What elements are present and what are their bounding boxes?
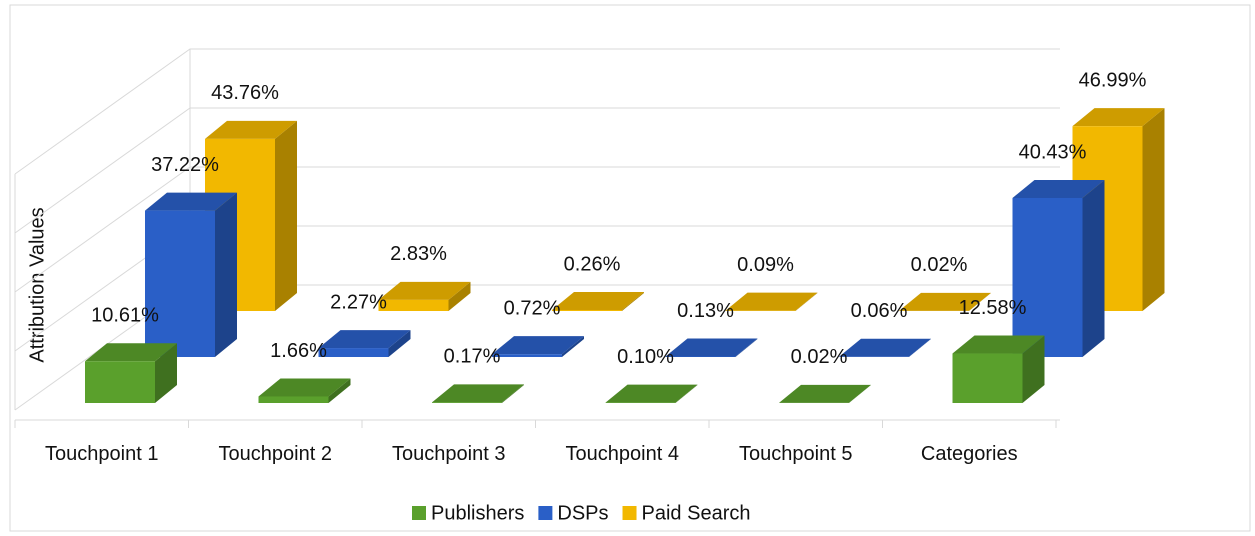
data-label: 2.27%: [330, 291, 387, 313]
bar: [432, 384, 524, 403]
data-label: 2.83%: [390, 243, 447, 265]
bar-side: [735, 338, 758, 357]
x-tick-label: Touchpoint 3: [392, 443, 506, 465]
bar-top: [605, 384, 698, 403]
bar: [492, 336, 584, 357]
bar-top: [552, 291, 644, 310]
legend-label: Paid Search: [642, 502, 751, 524]
bar-side: [969, 292, 991, 311]
bar-top: [378, 281, 471, 300]
legend-label: DSPs: [557, 502, 608, 524]
bar: [378, 281, 471, 311]
bar-front: [432, 402, 502, 403]
bar-side: [1022, 335, 1045, 403]
data-label: 0.02%: [791, 346, 848, 368]
bar: [258, 378, 351, 403]
bar-front: [378, 299, 449, 311]
bar-front: [258, 396, 329, 403]
bar-top: [85, 343, 177, 362]
bar-top: [899, 292, 991, 311]
bar-top: [779, 384, 871, 403]
data-label: 10.61%: [91, 305, 159, 327]
bar-top: [1012, 179, 1105, 198]
bar-side: [328, 378, 351, 403]
bar-top: [665, 338, 758, 357]
data-label: 43.76%: [211, 82, 279, 104]
data-label: 0.09%: [737, 254, 794, 276]
bar-top: [952, 335, 1045, 354]
x-tick-label: Categories: [920, 443, 1018, 465]
bar-top: [205, 120, 297, 139]
data-label: 0.02%: [911, 254, 968, 276]
bar: [1012, 179, 1105, 357]
data-label: 12.58%: [959, 297, 1027, 319]
data-label: 46.99%: [1079, 69, 1147, 91]
bar-front: [1012, 197, 1083, 357]
bar-side: [275, 120, 297, 311]
y-axis-label: Attribution Values: [26, 207, 48, 362]
data-label: 0.10%: [617, 346, 674, 368]
x-tick-label: Touchpoint 5: [739, 443, 853, 465]
bar-top: [258, 378, 351, 397]
data-label: 0.13%: [677, 300, 734, 322]
bar-top: [432, 384, 524, 403]
legend-label: Publishers: [431, 502, 524, 524]
x-tick-label: Touchpoint 4: [565, 443, 679, 465]
bar-side: [622, 291, 644, 311]
data-label: 0.06%: [851, 300, 908, 322]
bar-top: [318, 330, 411, 349]
bar: [552, 291, 644, 311]
bar-front: [145, 210, 215, 357]
bar-side: [155, 343, 177, 403]
data-label: 0.26%: [564, 253, 621, 275]
bar-side: [448, 281, 471, 311]
bar-front: [952, 353, 1023, 403]
bar-side: [909, 338, 931, 357]
bar-front: [552, 309, 622, 311]
x-tick-label: Touchpoint 1: [45, 443, 159, 465]
bar: [318, 330, 411, 357]
bar: [725, 292, 818, 311]
bar: [85, 343, 177, 403]
data-label: 0.72%: [504, 297, 561, 319]
bar-side: [675, 384, 698, 403]
bar-side: [1142, 108, 1165, 311]
bar-top: [1072, 108, 1165, 127]
bar: [899, 292, 991, 311]
bar-side: [502, 384, 524, 403]
data-label: 40.43%: [1019, 141, 1087, 163]
bar-front: [665, 356, 736, 357]
bar-front: [85, 361, 155, 403]
bar: [779, 384, 871, 403]
bar-front: [318, 348, 389, 357]
bar-top: [492, 336, 584, 355]
bar: [145, 192, 237, 357]
legend-swatch: [412, 506, 426, 520]
bar-top: [839, 338, 931, 357]
data-label: 37.22%: [151, 154, 219, 176]
bar: [952, 335, 1045, 403]
legend-swatch: [538, 506, 553, 520]
bar-side: [388, 330, 411, 357]
data-label: 1.66%: [270, 340, 327, 362]
bar-side: [215, 192, 237, 357]
x-tick-label: Touchpoint 2: [218, 443, 332, 465]
bar: [839, 338, 931, 357]
bar: [605, 384, 698, 403]
legend-swatch: [622, 506, 637, 520]
bar-side: [1082, 179, 1105, 357]
bar-side: [795, 292, 818, 311]
bar-top: [725, 292, 818, 311]
bar-side: [849, 384, 871, 403]
bar-top: [145, 192, 237, 211]
bar-front: [492, 354, 562, 357]
bar-side: [562, 336, 584, 357]
data-label: 0.17%: [444, 346, 501, 368]
bar: [665, 338, 758, 357]
